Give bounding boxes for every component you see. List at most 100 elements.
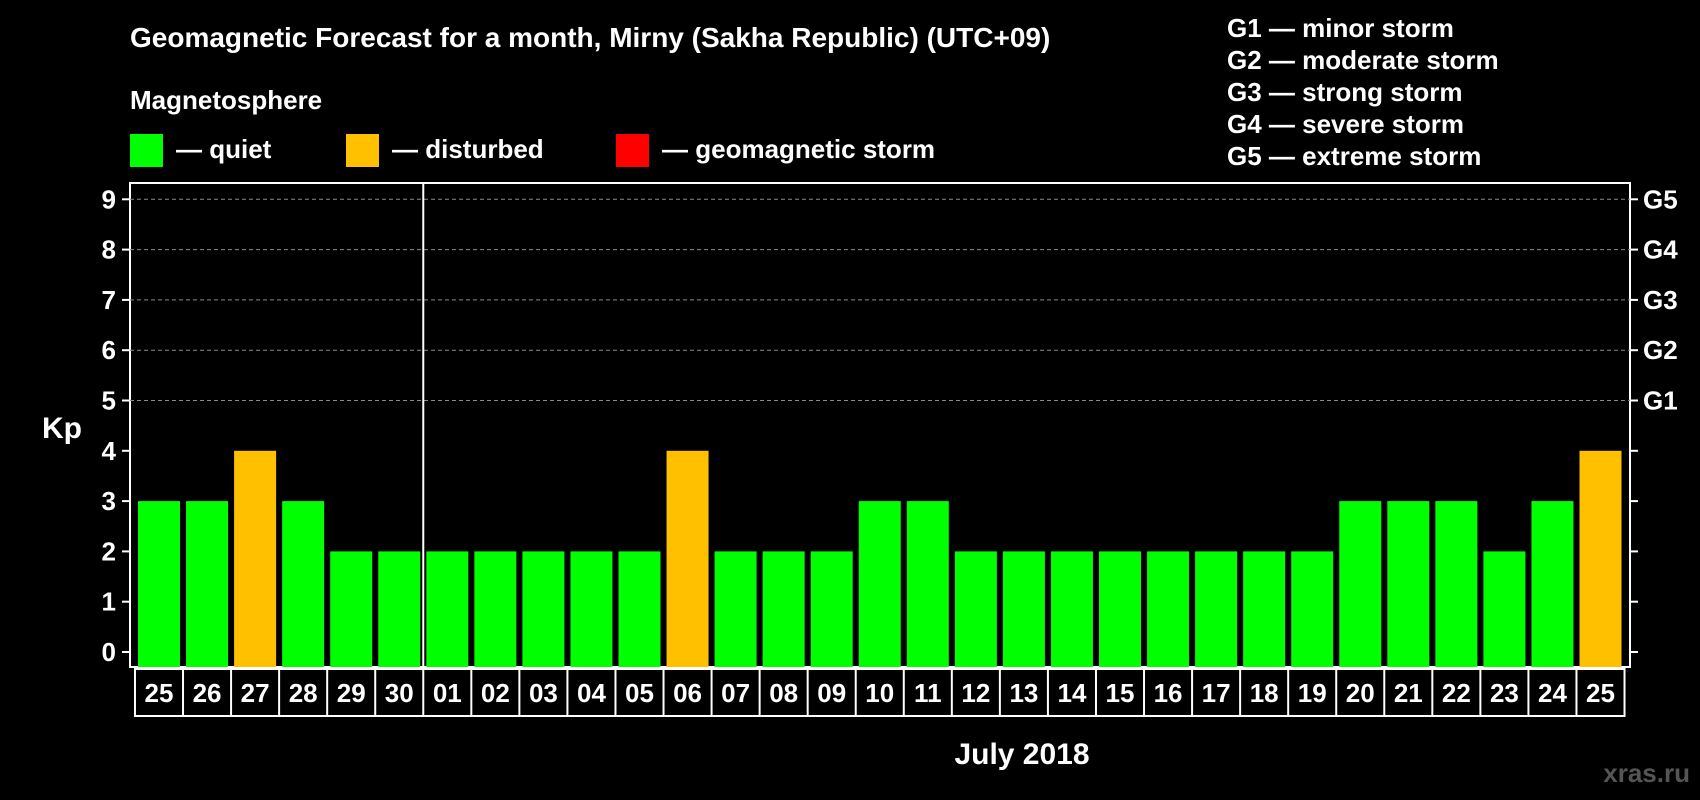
day-label: 22 — [1442, 678, 1471, 708]
day-label: 26 — [193, 678, 222, 708]
kp-bar — [1339, 501, 1382, 667]
day-label: 27 — [241, 678, 270, 708]
legend-swatch-quiet — [130, 134, 163, 167]
day-label: 24 — [1538, 678, 1567, 708]
kp-bar — [906, 501, 949, 667]
storm-scale-g4: G4 — severe storm — [1227, 109, 1464, 139]
kp-bar — [1002, 551, 1045, 667]
chart-title: Geomagnetic Forecast for a month, Mirny … — [130, 22, 1050, 53]
day-label: 13 — [1009, 678, 1038, 708]
kp-bar — [138, 501, 180, 667]
kp-bar — [714, 551, 757, 667]
kp-bar — [282, 501, 325, 667]
kp-bar — [1243, 551, 1286, 667]
kp-bar — [378, 551, 421, 667]
day-label: 19 — [1298, 678, 1327, 708]
day-label: 17 — [1202, 678, 1231, 708]
kp-bar — [618, 551, 661, 667]
left-ticks-layer: 0 1 2 3 4 5 6 7 8 9 — [102, 184, 130, 667]
day-label: 02 — [481, 678, 510, 708]
kp-bar — [1147, 551, 1190, 667]
storm-scale-g3: G3 — strong storm — [1227, 77, 1462, 107]
storm-level-label: G3 — [1643, 285, 1678, 315]
legend-swatch-geomagnetic-storm — [616, 134, 649, 167]
storm-scale-g5: G5 — extreme storm — [1227, 141, 1481, 171]
kp-bar — [1387, 501, 1430, 667]
y-tick-label: 4 — [102, 436, 117, 466]
storm-level-label: G5 — [1643, 184, 1678, 214]
day-labels-layer: 25 26 27 28 29 30 01 02 03 04 05 06 07 08 09 10 11 12 13 14… — [133, 668, 1626, 717]
x-axis-label: July 2018 — [954, 738, 1089, 771]
kp-bar — [810, 551, 853, 667]
kp-bar — [762, 551, 805, 667]
day-label: 25 — [145, 678, 174, 708]
day-label: 25 — [1586, 678, 1615, 708]
day-label: 15 — [1106, 678, 1135, 708]
kp-bar — [570, 551, 613, 667]
y-tick-label: 5 — [102, 386, 116, 416]
day-label: 12 — [961, 678, 990, 708]
storm-level-label: G2 — [1643, 335, 1678, 365]
watermark: xras.ru — [1603, 758, 1690, 788]
day-label: 05 — [625, 678, 654, 708]
day-label: 04 — [577, 678, 606, 708]
kp-bar — [1291, 551, 1334, 667]
legend-title: Magnetosphere — [130, 85, 322, 115]
day-label: 10 — [865, 678, 894, 708]
kp-bar — [330, 551, 373, 667]
day-label: 20 — [1346, 678, 1375, 708]
kp-bar — [522, 551, 565, 667]
kp-bar — [1483, 551, 1526, 667]
y-tick-label: 1 — [102, 587, 116, 617]
kp-bar — [426, 551, 469, 667]
legend-label-geomagnetic-storm: — geomagnetic storm — [662, 134, 935, 164]
legend-label-disturbed: — disturbed — [392, 134, 544, 164]
kp-bar — [474, 551, 517, 667]
y-axis-label: Kp — [42, 412, 82, 445]
day-label: 28 — [289, 678, 318, 708]
day-label: 21 — [1394, 678, 1423, 708]
y-tick-label: 7 — [102, 285, 116, 315]
day-label: 23 — [1490, 678, 1519, 708]
day-label: 11 — [914, 678, 942, 708]
kp-bar — [954, 551, 997, 667]
kp-bar — [858, 501, 901, 667]
kp-bar — [1099, 551, 1141, 667]
day-label: 07 — [721, 678, 750, 708]
day-label: 18 — [1250, 678, 1279, 708]
day-label: 03 — [529, 678, 558, 708]
y-tick-label: 6 — [102, 335, 116, 365]
day-label: 06 — [673, 678, 702, 708]
kp-bar — [666, 450, 709, 667]
day-label: 01 — [433, 678, 462, 708]
y-tick-label: 8 — [102, 235, 116, 265]
day-label: 16 — [1154, 678, 1183, 708]
kp-bar — [1435, 501, 1478, 667]
kp-bar — [234, 450, 277, 667]
kp-bar — [1579, 450, 1622, 667]
kp-bar — [1531, 501, 1574, 667]
storm-level-label: G4 — [1643, 235, 1678, 265]
day-label: 29 — [337, 678, 366, 708]
y-tick-label: 9 — [102, 184, 116, 214]
day-label: 14 — [1057, 678, 1086, 708]
y-tick-label: 0 — [102, 637, 116, 667]
day-label-row — [133, 668, 1626, 717]
day-label: 09 — [817, 678, 846, 708]
grid-layer — [130, 198, 1630, 401]
kp-bar — [1050, 551, 1093, 667]
storm-level-label: G1 — [1643, 386, 1678, 416]
legend-label-quiet: — quiet — [176, 134, 272, 164]
day-label: 08 — [769, 678, 798, 708]
y-tick-label: 3 — [102, 486, 116, 516]
storm-scale-g1: G1 — minor storm — [1227, 13, 1454, 43]
right-ticks-layer: G1 G2 G3 G4 G5 — [1630, 184, 1678, 653]
legend-swatch-disturbed — [346, 134, 379, 167]
bars-layer — [138, 450, 1622, 667]
day-label: 30 — [385, 678, 414, 708]
storm-scale-g2: G2 — moderate storm — [1227, 45, 1499, 75]
kp-bar — [186, 501, 229, 667]
y-tick-label: 2 — [102, 536, 116, 566]
kp-bar — [1195, 551, 1238, 667]
